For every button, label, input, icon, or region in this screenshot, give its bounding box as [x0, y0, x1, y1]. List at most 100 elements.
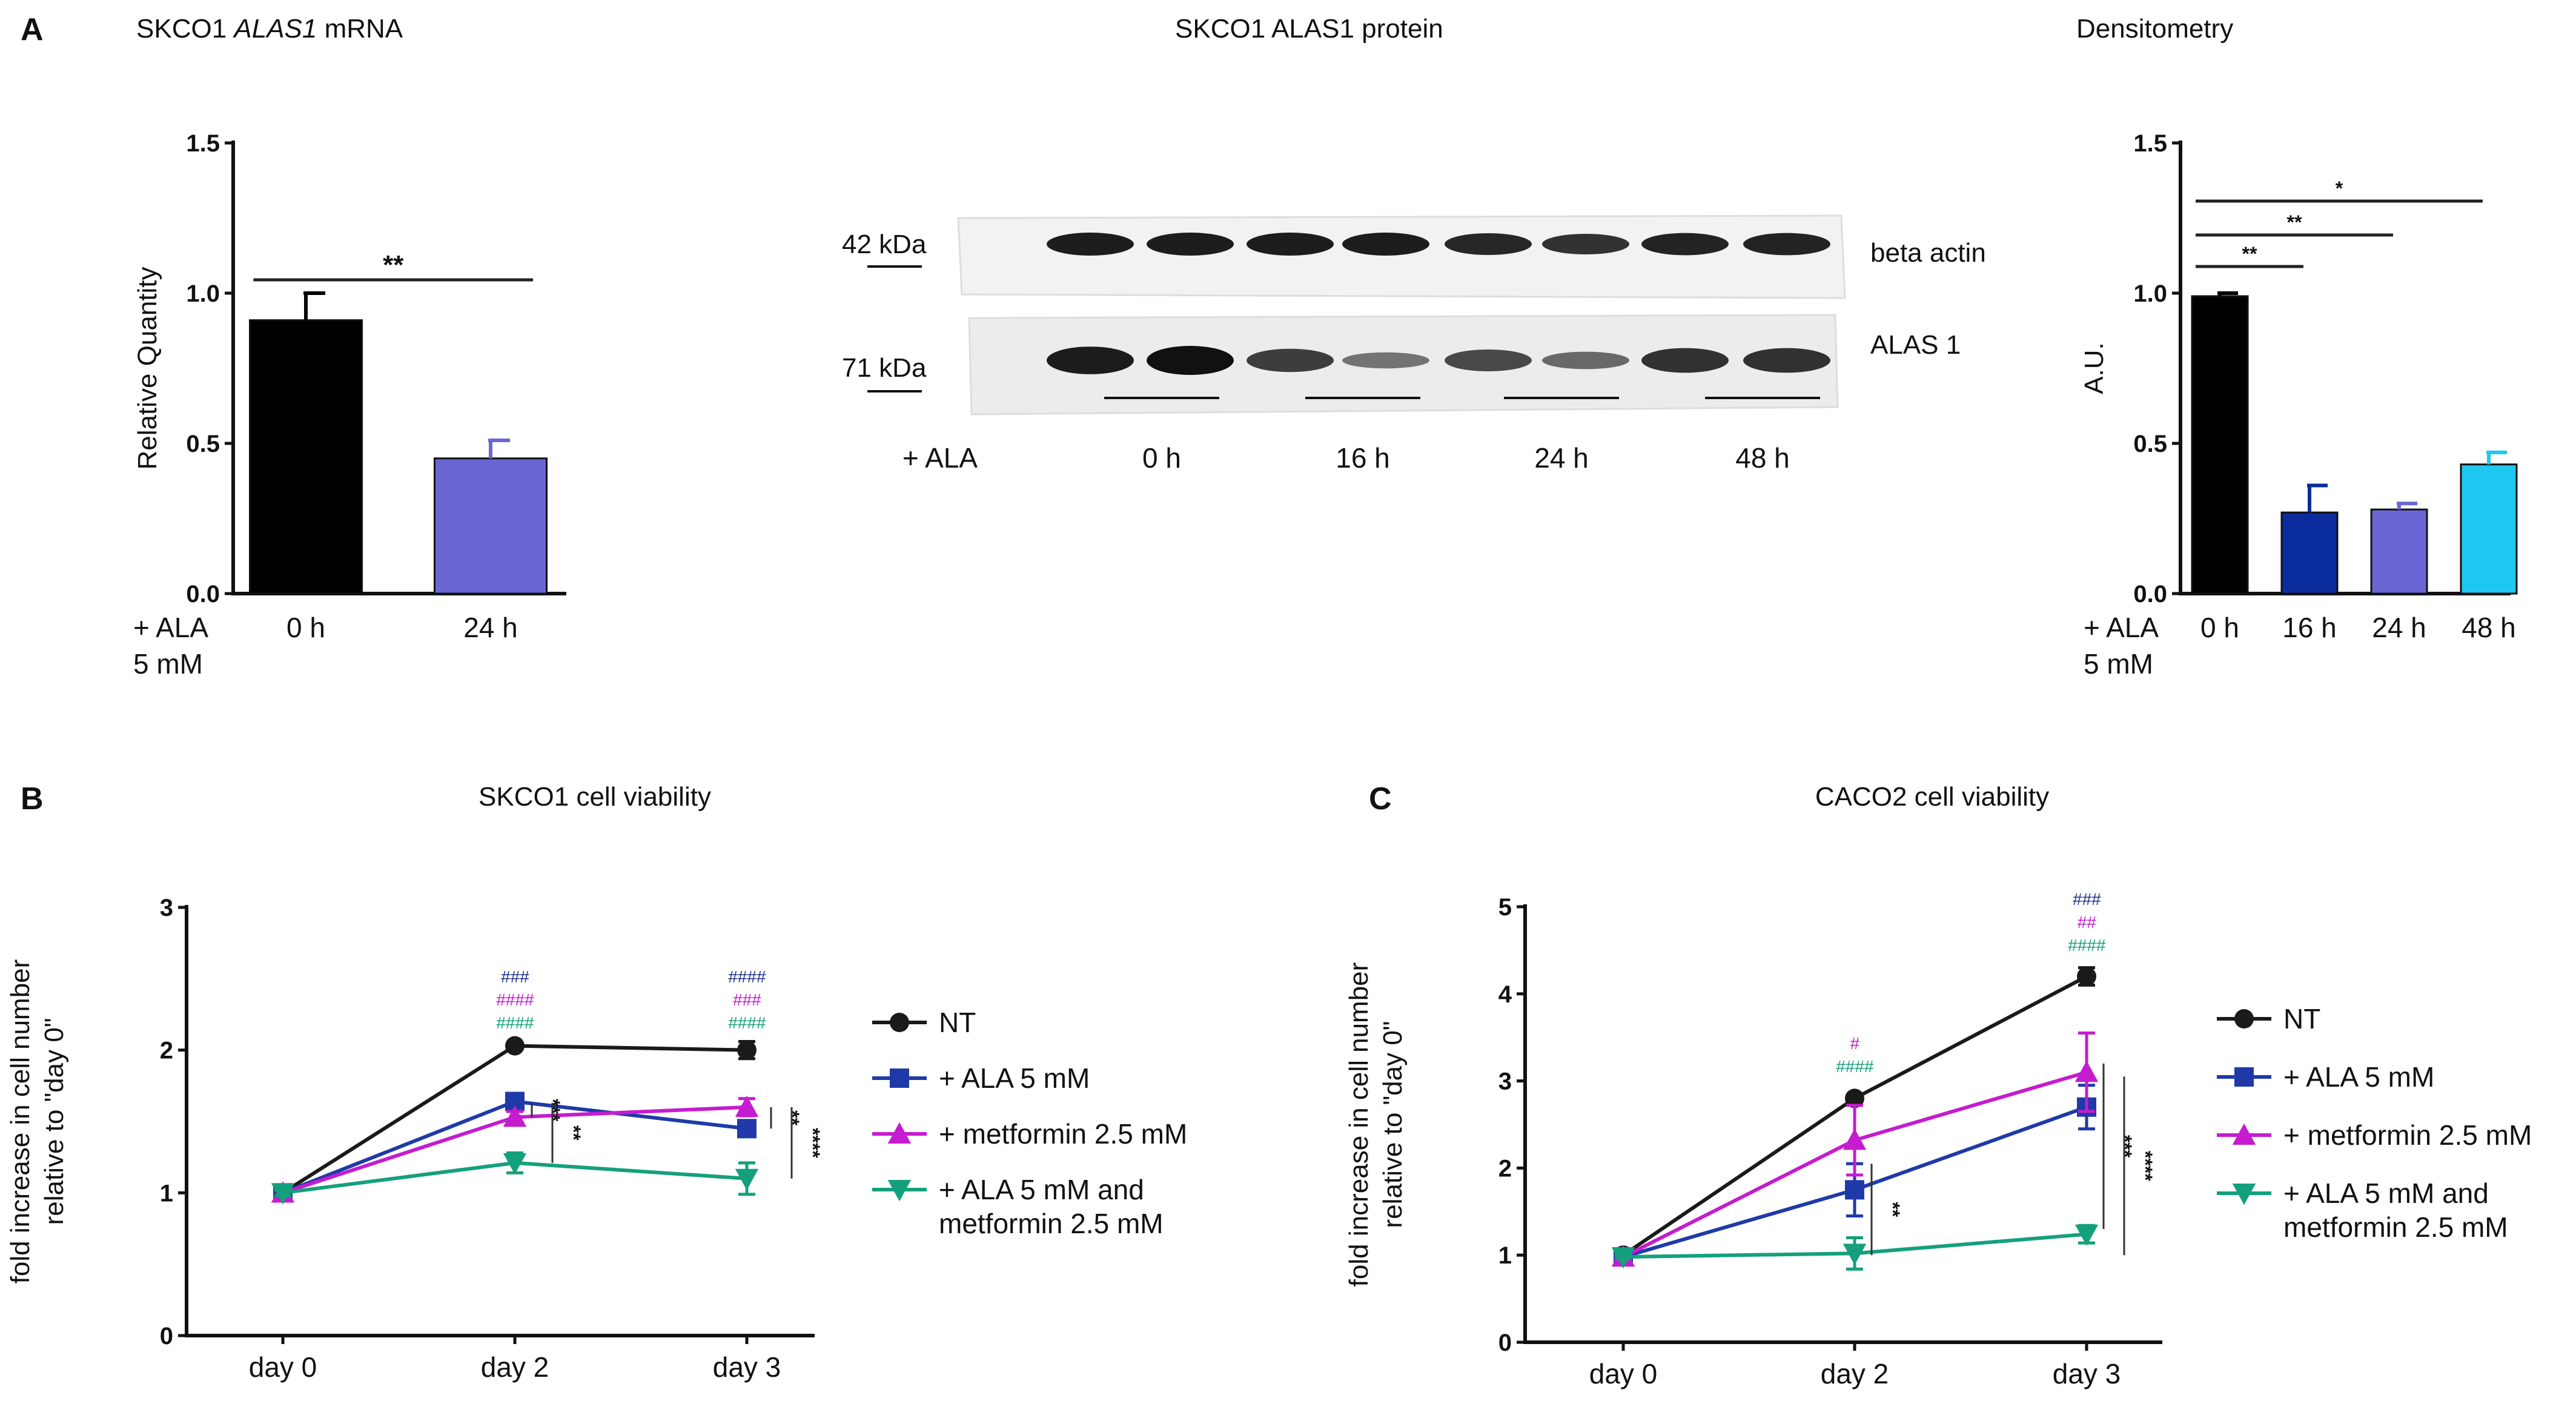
chart-a1-mrna-bar: 0.0 0.5 1.0 1.5 Relative Quantity 0 h 24 h + AL… [133, 130, 566, 680]
legend-marker [890, 1013, 909, 1032]
y-tick-label: 0.0 [2133, 581, 2167, 608]
blot-band-actin [1743, 233, 1830, 256]
bar [2460, 463, 2518, 595]
data-point [271, 1183, 295, 1205]
legend-marker [887, 1122, 912, 1144]
bar [2370, 508, 2428, 595]
legend-label: + ALA 5 mM and [939, 1174, 1144, 1205]
blot-band-actin [1342, 233, 1429, 256]
category-label: 0 h [2200, 612, 2239, 643]
data-point [1843, 1128, 1867, 1150]
hash-annotation: # [1850, 1034, 1859, 1053]
chart-title: SKCO1 cell viability [478, 782, 711, 812]
legend-label: + ALA 5 mM and [2283, 1177, 2489, 1209]
blot-band-actin [1445, 233, 1532, 255]
category-label: 48 h [2462, 612, 2516, 643]
band-label: ALAS 1 [1870, 330, 1961, 360]
blot-membrane-actin [957, 214, 1846, 299]
data-point [1611, 1247, 1635, 1269]
lane-label: 48 h [1735, 442, 1790, 474]
y-tick-label: 2 [160, 1038, 173, 1064]
marker-label: 71 kDa [842, 353, 927, 383]
lane-label: 0 h [1142, 442, 1181, 474]
blot-band-actin [1641, 233, 1729, 256]
hash-annotation: #### [728, 967, 766, 986]
bar [434, 457, 548, 595]
legend-label: metformin 2.5 mM [939, 1208, 1164, 1239]
y-tick-label: 1 [160, 1180, 173, 1207]
blot-band-alas [1147, 346, 1234, 375]
y-axis-label: relative to "day 0" [1378, 1021, 1408, 1228]
hash-annotation: ### [501, 967, 529, 986]
lane-label: 24 h [1534, 442, 1589, 474]
data-point [1845, 1088, 1864, 1108]
bar [249, 319, 363, 595]
hash-annotation: ## [2077, 913, 2096, 932]
panel-letter-b: B [21, 781, 44, 816]
data-point [737, 1040, 757, 1060]
row-label: 5 mM [133, 648, 203, 680]
significance-label: ** [2242, 243, 2257, 265]
significance-label: ** [383, 250, 404, 280]
chart-a2-western-blot: SKCO1 ALAS1 protein 42 kDa 71 kDa beta acti… [842, 14, 1986, 474]
band-label: beta actin [1870, 238, 1986, 268]
legend-label: + ALA 5 mM [939, 1062, 1090, 1094]
row-label: 5 mM [2084, 648, 2153, 680]
y-tick-label: 1.5 [2133, 130, 2167, 157]
row-label: + ALA [2084, 612, 2159, 643]
y-tick-label: 1.5 [186, 130, 220, 157]
panel-letter-c: C [1369, 781, 1392, 816]
y-axis-label: Relative Quantity [133, 267, 162, 469]
blot-band-actin [1147, 233, 1234, 256]
x-tick-label: day 2 [1821, 1358, 1889, 1389]
data-point [2074, 1061, 2099, 1082]
blot-band-alas [1047, 346, 1134, 374]
significance-label: **** [2134, 1151, 2156, 1181]
x-tick-label: day 3 [2053, 1358, 2121, 1389]
x-tick-label: day 3 [713, 1351, 781, 1383]
chart-title: Densitometry [2076, 14, 2233, 44]
panel-letter-a: A [21, 12, 44, 47]
significance-label: ** [2287, 211, 2302, 233]
x-tick-label: day 0 [1589, 1358, 1658, 1389]
data-point [505, 1036, 525, 1056]
blot-title: SKCO1 ALAS1 protein [1175, 14, 1443, 44]
chart-a1-title: SKCO1 ALAS1 mRNA [136, 14, 403, 44]
legend-label: metformin 2.5 mM [2283, 1211, 2508, 1243]
hash-annotation: ### [733, 990, 761, 1009]
y-tick-label: 1 [1498, 1242, 1512, 1269]
legend-label: + metformin 2.5 mM [2283, 1119, 2532, 1151]
lane-label: 16 h [1336, 442, 1390, 474]
data-point [2077, 967, 2096, 987]
data-point [737, 1119, 757, 1139]
blot-band-alas [1542, 351, 1629, 369]
y-tick-label: 0.0 [186, 581, 220, 608]
y-axis-label: fold increase in cell number [1344, 962, 1374, 1287]
category-label: 0 h [286, 612, 325, 643]
hash-annotation: ### [2073, 890, 2101, 909]
significance-label: ** [563, 1125, 584, 1141]
y-tick-label: 3 [160, 895, 173, 921]
legend-marker [2234, 1067, 2254, 1087]
hash-annotation: #### [496, 1013, 534, 1032]
chart-a3-densitometry-bar: Densitometry 0.0 0.5 1.0 1.5 A.U. 0 h 16 h 24 h 4… [2076, 14, 2518, 680]
y-tick-label: 0 [1498, 1330, 1512, 1356]
significance-label: ** [1882, 1202, 1904, 1217]
legend-label: + metformin 2.5 mM [939, 1118, 1187, 1150]
y-tick-label: 5 [1498, 894, 1512, 921]
hash-annotation: #### [1836, 1057, 1874, 1076]
significance-label: **** [802, 1128, 824, 1158]
hash-annotation: #### [2068, 936, 2106, 955]
bar [2280, 511, 2339, 595]
y-tick-label: 1.0 [186, 280, 220, 307]
legend-marker [890, 1068, 909, 1088]
y-tick-label: 3 [1498, 1068, 1512, 1095]
blot-band-alas [1342, 352, 1429, 369]
blot-band-actin [1047, 233, 1134, 256]
legend-label: NT [939, 1007, 976, 1038]
legend-marker [2232, 1123, 2256, 1145]
y-tick-label: 1.0 [2133, 280, 2167, 307]
row-label: + ALA [133, 612, 208, 643]
data-point [2074, 1224, 2099, 1246]
